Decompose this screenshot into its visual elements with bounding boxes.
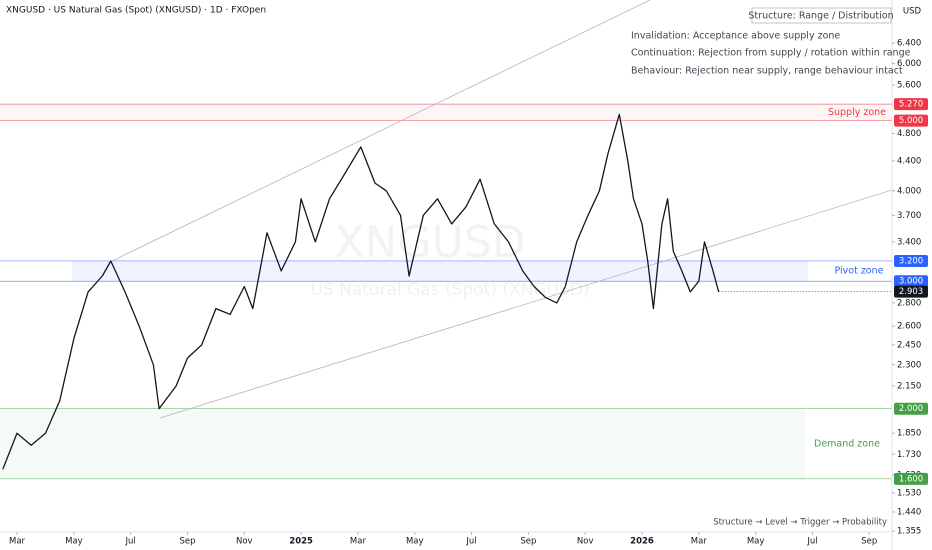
price-label: 5.270: [899, 100, 923, 110]
y-tick-label: 1.850: [897, 429, 921, 439]
last-price-label: 2.903: [899, 287, 923, 297]
axes: 6.400 6.000 5.600 4.800 4.400 4.000 3.700 3.400…: [9, 39, 928, 547]
x-tick-label: Jul: [465, 537, 476, 547]
x-tick-label: May: [65, 537, 83, 547]
zone: [72, 260, 808, 282]
y-tick-label: 1.440: [897, 507, 921, 517]
price-label: 1.600: [899, 474, 923, 484]
y-tick-label: 2.600: [897, 322, 921, 332]
y-tick-label: 4.400: [897, 156, 921, 166]
y-tick-label: 1.730: [897, 450, 921, 460]
x-tick-label: 2025: [289, 537, 313, 547]
price-label: 2.000: [899, 404, 923, 414]
x-tick-label: Sep: [179, 537, 195, 547]
y-tick-label: 2.800: [897, 298, 921, 308]
price-data: [2, 113, 720, 470]
price-label-bg: [894, 275, 928, 288]
x-tick-label: Nov: [236, 537, 253, 547]
x-tick-label: Sep: [520, 537, 536, 547]
currency-label: USD: [903, 7, 922, 17]
y-tick-label: 2.300: [897, 360, 921, 370]
x-tick-label: Mar: [9, 537, 26, 547]
price-label-bg: [894, 114, 928, 127]
y-tick-label: 4.000: [897, 186, 921, 196]
zone-label: Demand zone: [814, 438, 880, 449]
y-tick-label: 6.400: [897, 39, 921, 49]
zone-label: Supply zone: [828, 107, 886, 118]
price-label-bg: [894, 402, 928, 415]
price-label: 5.000: [899, 116, 923, 126]
x-tick-label: 2026: [630, 537, 654, 547]
footer: Structure → Level → Trigger → Probabilit…: [713, 518, 887, 528]
last-price-bg: [894, 285, 928, 298]
chart-title: XNGUSD · US Natural Gas (Spot) (XNGUSD) …: [6, 6, 266, 16]
price-label-bg: [894, 98, 928, 111]
y-tick-label: 1.355: [897, 527, 921, 537]
y-tick-label: 2.150: [897, 381, 921, 391]
watermark: XNGUSD: [334, 217, 525, 268]
note: Invalidation: Acceptance above supply zo…: [631, 31, 840, 42]
x-tick-label: Mar: [691, 537, 708, 547]
x-tick-label: Nov: [577, 537, 594, 547]
trend-line: [159, 189, 893, 419]
watermark-subtitle: US Natural Gas (Spot) (XNGUSD): [310, 280, 589, 300]
price-line: [2, 113, 720, 470]
y-tick-label: 3.400: [897, 237, 921, 247]
x-tick-label: Sep: [861, 537, 877, 547]
price-label: 3.200: [899, 256, 923, 266]
trend-line: [109, 0, 651, 263]
zones: Supply zone Pivot zone Demand zone: [0, 103, 892, 480]
structure-box: [751, 7, 892, 24]
x-tick-label: Jul: [806, 537, 817, 547]
x-tick-label: May: [747, 537, 765, 547]
x-tick-label: May: [406, 537, 424, 547]
y-tick-label: 1.530: [897, 488, 921, 498]
y-tick-label: 2.450: [897, 340, 921, 350]
structure-label: Structure: Range / Distribution: [748, 11, 893, 22]
zone-label: Pivot zone: [834, 266, 883, 277]
y-tick-label: 5.600: [897, 81, 921, 91]
note: Behaviour: Rejection near supply, range …: [631, 66, 903, 77]
note: Continuation: Rejection from supply / ro…: [631, 48, 911, 59]
price-label: 3.000: [899, 277, 923, 287]
x-tick-label: Jul: [125, 537, 136, 547]
y-tick-label: 6.000: [897, 59, 921, 69]
y-tick-label: 4.800: [897, 129, 921, 139]
price-label-bg: [894, 254, 928, 267]
x-tick-label: Mar: [350, 537, 367, 547]
zone: [0, 408, 805, 479]
zone: [0, 104, 890, 121]
y-tick-label: 3.700: [897, 211, 921, 221]
price-label-bg: [894, 472, 928, 485]
